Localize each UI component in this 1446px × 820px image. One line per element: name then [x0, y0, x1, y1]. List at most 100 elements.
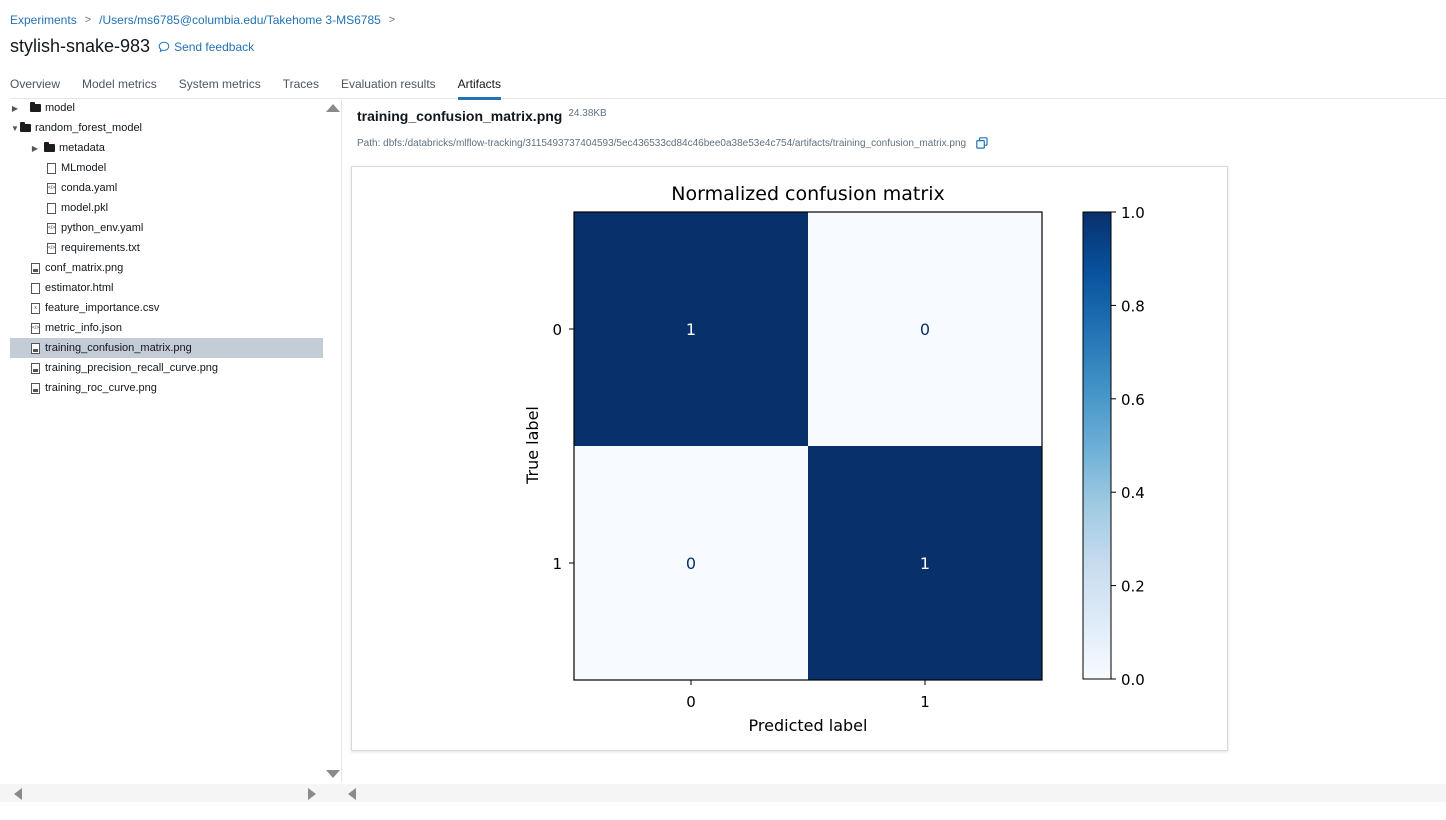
- colorbar-tick-label: 0.6: [1121, 391, 1145, 409]
- matrix-cell: [808, 446, 1042, 680]
- y-axis-label: True label: [523, 406, 542, 485]
- file-icon: [30, 282, 41, 294]
- tree-item-feature-importance-csv[interactable]: x feature_importance.csv: [10, 298, 323, 318]
- artifact-header: training_confusion_matrix.png 24.38KB: [357, 108, 607, 124]
- tree-item-label: model.pkl: [61, 202, 109, 214]
- tree-item-metadata[interactable]: ▶ metadata: [10, 138, 323, 158]
- y-tick-label: 1: [552, 555, 562, 573]
- tree-item-estimator-html[interactable]: estimator.html: [10, 278, 323, 298]
- colorbar-tick-label: 0.4: [1121, 484, 1145, 502]
- scroll-down-icon[interactable]: [326, 770, 340, 778]
- tree-item-conf-matrix-png[interactable]: conf_matrix.png: [10, 258, 323, 278]
- caret-right-icon[interactable]: ▶: [11, 103, 19, 113]
- scroll-left-icon[interactable]: [348, 788, 356, 800]
- code-file-icon: </>: [46, 222, 57, 234]
- send-feedback-label: Send feedback: [174, 39, 255, 54]
- x-axis-label: Predicted label: [749, 716, 868, 735]
- scroll-up-icon[interactable]: [326, 104, 340, 112]
- code-file-icon: </>: [46, 182, 57, 194]
- tree-item-label: metric_info.json: [45, 322, 123, 334]
- tree-item-label: training_confusion_matrix.png: [45, 342, 192, 354]
- tree-item-label: estimator.html: [45, 282, 114, 294]
- breadcrumb-separator: >: [388, 14, 396, 26]
- chart-title: Normalized confusion matrix: [671, 183, 944, 205]
- artifact-size: 24.38KB: [568, 108, 607, 119]
- x-tick-label: 1: [920, 693, 930, 711]
- caret-right-icon[interactable]: ▶: [31, 143, 39, 153]
- artifact-name: training_confusion_matrix.png: [357, 108, 563, 124]
- folder-icon: [44, 142, 55, 154]
- tab-model-metrics[interactable]: Model metrics: [82, 77, 157, 91]
- tree-item-label: metadata: [59, 142, 105, 154]
- matrix-cell: [808, 212, 1042, 446]
- tree-item-label: model: [45, 102, 75, 114]
- breadcrumb: Experiments > /Users/ms6785@columbia.edu…: [10, 13, 403, 27]
- breadcrumb-experiments[interactable]: Experiments: [10, 13, 77, 27]
- y-tick-label: 0: [552, 321, 562, 339]
- cell-value-label: 1: [920, 554, 930, 573]
- tree-item-training-precision-recall-curve-png[interactable]: training_precision_recall_curve.png: [10, 358, 323, 378]
- scroll-right-icon[interactable]: [308, 788, 316, 800]
- artifact-path: Path: dbfs:/databricks/mlflow-tracking/3…: [357, 137, 967, 149]
- tab-artifacts[interactable]: Artifacts: [457, 77, 502, 100]
- tree-vertical-scrollbar[interactable]: [324, 100, 342, 782]
- image-file-icon: [30, 362, 41, 374]
- file-icon: [46, 202, 57, 214]
- tree-item-label: MLmodel: [61, 162, 107, 174]
- feedback-icon: [158, 41, 170, 52]
- tree-item-requirements-txt[interactable]: </> requirements.txt: [10, 238, 323, 258]
- colorbar: [1082, 211, 1112, 680]
- caret-down-icon[interactable]: ▼: [11, 123, 19, 133]
- tree-item-label: conda.yaml: [61, 182, 118, 194]
- tree-item-model-pkl[interactable]: model.pkl: [10, 198, 323, 218]
- tree-item-label: python_env.yaml: [61, 222, 144, 234]
- tree-item-label: random_forest_model: [35, 122, 143, 134]
- tab-system-metrics[interactable]: System metrics: [178, 77, 261, 91]
- matrix-border: [573, 211, 1043, 681]
- file-icon: [46, 162, 57, 174]
- matrix-cell: [574, 212, 808, 446]
- image-file-icon: [30, 262, 41, 274]
- matrix-cell: [574, 446, 808, 680]
- tree-item-label: conf_matrix.png: [45, 262, 124, 274]
- send-feedback-link[interactable]: Send feedback: [158, 40, 254, 54]
- cell-value-label: 0: [920, 320, 930, 339]
- folder-icon: [30, 102, 41, 114]
- breadcrumb-separator: >: [84, 14, 92, 26]
- image-file-icon: [30, 382, 41, 394]
- code-file-icon: </>: [46, 242, 57, 254]
- tree-item-label: feature_importance.csv: [45, 302, 160, 314]
- tree-item-label: requirements.txt: [61, 242, 140, 254]
- tree-item-model[interactable]: ▶ model: [10, 98, 323, 118]
- tree-item-mlmodel[interactable]: MLmodel: [10, 158, 323, 178]
- tree-item-conda-yaml[interactable]: </> conda.yaml: [10, 178, 323, 198]
- x-tick-label: 0: [686, 693, 696, 711]
- tab-traces[interactable]: Traces: [282, 77, 319, 91]
- tree-horizontal-scrollbar[interactable]: [0, 784, 342, 802]
- tab-bar: Overview Model metrics System metrics Tr…: [10, 77, 1446, 100]
- page-title: stylish-snake-983: [10, 36, 151, 56]
- breadcrumb-experiment-path[interactable]: /Users/ms6785@columbia.edu/Takehome 3-MS…: [99, 13, 381, 27]
- artifact-image-preview: Normalized confusion matrix Predicted la…: [351, 166, 1228, 751]
- preview-horizontal-scrollbar[interactable]: [342, 784, 1446, 802]
- colorbar-tick-label: 0.8: [1121, 297, 1145, 315]
- tab-overview[interactable]: Overview: [10, 77, 61, 91]
- tree-item-python-env-yaml[interactable]: </> python_env.yaml: [10, 218, 323, 238]
- tree-item-label: training_roc_curve.png: [45, 382, 157, 394]
- tree-item-random-forest-model[interactable]: ▼ random_forest_model: [10, 118, 323, 138]
- spreadsheet-file-icon: x: [30, 302, 41, 314]
- tree-item-training-roc-curve-png[interactable]: training_roc_curve.png: [10, 378, 323, 398]
- colorbar-tick-label: 1.0: [1121, 204, 1145, 222]
- copy-icon[interactable]: [976, 137, 988, 149]
- cell-value-label: 1: [686, 320, 696, 339]
- code-file-icon: </>: [30, 322, 41, 334]
- colorbar-tick-label: 0.2: [1121, 578, 1145, 596]
- cell-value-label: 0: [686, 554, 696, 573]
- scroll-left-icon[interactable]: [14, 788, 22, 800]
- artifact-tree: ▶ model ▼ random_forest_model ▶ metadata…: [10, 100, 323, 770]
- artifact-path-row: Path: dbfs:/databricks/mlflow-tracking/3…: [357, 137, 988, 149]
- tab-evaluation-results[interactable]: Evaluation results: [340, 77, 436, 91]
- tree-item-training-confusion-matrix-png[interactable]: training_confusion_matrix.png: [10, 338, 323, 358]
- tree-item-metric-info-json[interactable]: </> metric_info.json: [10, 318, 323, 338]
- folder-icon: [20, 122, 31, 134]
